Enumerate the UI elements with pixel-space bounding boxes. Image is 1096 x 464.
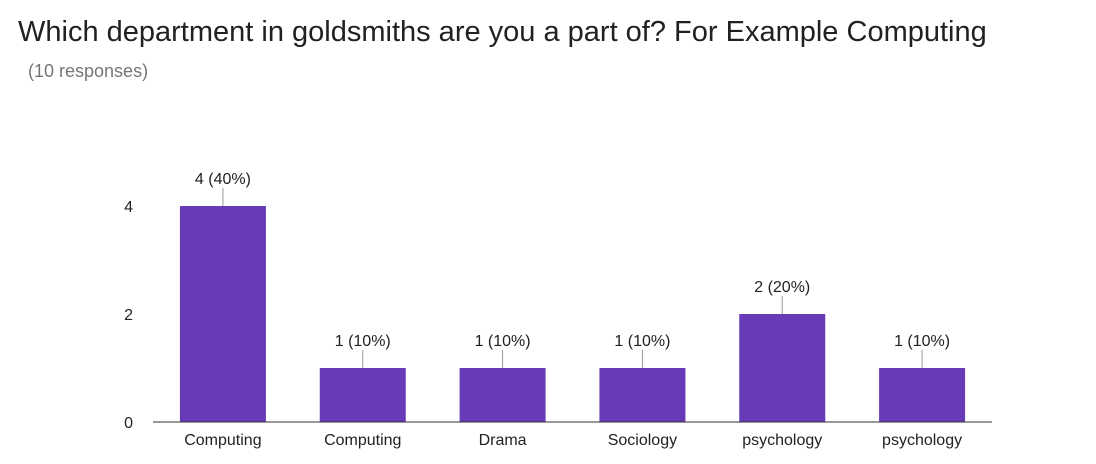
y-tick-label: 2 [124,307,133,324]
y-tick-label: 0 [124,415,133,432]
x-tick-label: psychology [742,432,822,449]
x-tick-label: psychology [882,432,962,449]
bar [599,368,686,422]
data-label: 1 (10%) [335,333,391,350]
data-label: 1 (10%) [614,333,670,350]
y-tick-label: 4 [124,199,133,216]
bar [459,368,546,422]
bar [319,368,406,422]
bar [179,206,266,422]
data-label: 2 (20%) [754,279,810,296]
x-tick-label: Sociology [608,432,677,449]
data-label: 1 (10%) [894,333,950,350]
x-tick-label: Computing [184,432,261,449]
bar [879,368,966,422]
bar [739,314,826,422]
response-count: (10 responses) [28,61,149,81]
data-label: 1 (10%) [475,333,531,350]
x-tick-label: Computing [324,432,401,449]
data-label: 4 (40%) [195,171,251,188]
x-tick-label: Drama [479,432,527,449]
chart-title: Which department in goldsmiths are you a… [18,16,987,48]
